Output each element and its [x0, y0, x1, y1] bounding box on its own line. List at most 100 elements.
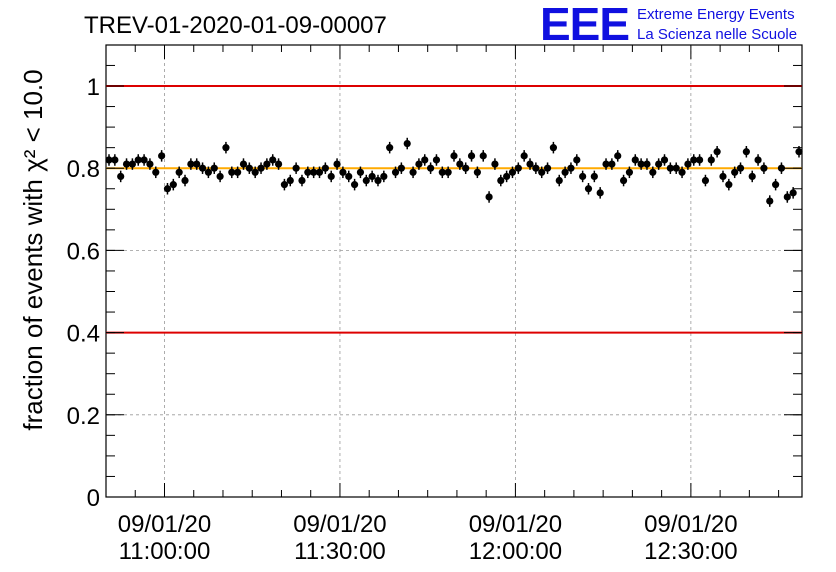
data-point: [333, 160, 341, 168]
data-point: [304, 168, 312, 176]
x-tick-label-time: 11:30:00: [294, 538, 386, 565]
x-tick-label-time: 12:30:00: [644, 538, 737, 565]
data-point: [731, 168, 739, 176]
data-point: [777, 164, 786, 172]
chart-title: TREV-01-2020-01-09-00007: [84, 12, 387, 39]
x-tick-label-time: 12:00:00: [469, 538, 562, 565]
y-tick-label: 0.8: [67, 156, 100, 183]
y-tick-label: 0.6: [67, 238, 100, 265]
data-point: [438, 168, 446, 176]
data-point: [573, 156, 581, 164]
data-point: [403, 139, 411, 148]
data-point: [204, 168, 213, 176]
y-axis-title: fraction of events with χ² < 10.0: [18, 69, 48, 430]
data-point: [140, 156, 148, 164]
reference-lines: [106, 85, 802, 334]
data-point: [766, 197, 774, 205]
data-point: [543, 164, 552, 172]
data-point: [345, 172, 353, 181]
data-point: [602, 160, 610, 168]
data-point: [356, 168, 365, 176]
data-point: [625, 168, 634, 176]
y-tick-label: 1: [87, 74, 100, 101]
data-point: [187, 160, 195, 168]
data-point: [368, 172, 376, 181]
data-point: [614, 152, 622, 160]
data-point: [251, 168, 259, 176]
data-point: [210, 164, 218, 172]
data-point: [409, 168, 417, 176]
data-point: [111, 156, 119, 164]
data-point: [549, 144, 558, 152]
x-axis: 09/01/2011:00:0009/01/2011:30:0009/01/20…: [105, 45, 780, 565]
data-point: [754, 156, 762, 164]
data-point: [725, 181, 733, 189]
y-tick-label: 0: [87, 485, 100, 512]
y-tick-label: 0.2: [67, 403, 100, 430]
data-point: [590, 172, 598, 181]
data-point: [362, 176, 370, 185]
x-tick-label-date: 09/01/20: [469, 511, 562, 538]
data-point: [584, 185, 593, 193]
data-point: [146, 160, 154, 168]
data-point: [485, 193, 493, 201]
data-point: [432, 156, 441, 164]
data-point: [198, 164, 207, 172]
data-point: [701, 176, 710, 185]
data-point: [596, 189, 604, 197]
data-point: [152, 168, 160, 176]
data-point: [321, 164, 329, 172]
data-point: [538, 168, 546, 176]
data-point: [643, 160, 651, 168]
data-point: [298, 176, 306, 185]
data-point: [128, 160, 136, 168]
data-point: [719, 172, 727, 181]
data-point: [783, 193, 791, 201]
logo-line-1: Extreme Energy Events: [637, 6, 795, 23]
data-point: [684, 160, 692, 168]
data-point: [415, 160, 423, 168]
data-point: [707, 156, 715, 164]
data-point: [280, 181, 289, 189]
data-point: [695, 156, 704, 164]
data-point: [380, 172, 388, 181]
data-point: [479, 152, 487, 160]
data-point: [274, 160, 283, 168]
data-point: [391, 168, 400, 176]
data-point: [450, 152, 458, 160]
data-point: [666, 164, 674, 172]
eee-logo: EEE Extreme Energy Events La Scienza nel…: [540, 0, 797, 50]
data-point: [520, 152, 528, 160]
data-point: [608, 160, 616, 168]
data-point: [228, 168, 236, 176]
data-point: [555, 176, 563, 185]
data-point: [690, 156, 698, 164]
data-point: [292, 164, 300, 172]
data-point: [526, 160, 534, 168]
x-tick-label-time: 11:00:00: [119, 538, 211, 565]
data-point: [456, 160, 464, 168]
data-point: [473, 168, 481, 176]
data-point: [713, 148, 721, 156]
data-point: [397, 164, 405, 172]
data-point: [532, 164, 540, 172]
data-point: [181, 176, 189, 185]
data-point: [742, 148, 750, 156]
y-tick-label: 0.4: [67, 321, 100, 348]
plot-frame: [105, 44, 803, 498]
data-point: [508, 168, 517, 176]
data-point: [736, 164, 745, 172]
x-tick-label-date: 09/01/20: [118, 511, 211, 538]
data-point: [672, 164, 680, 172]
data-point: [327, 172, 335, 181]
data-point: [462, 164, 470, 172]
data-point: [514, 164, 522, 172]
data-point: [158, 152, 166, 160]
data-point: [567, 164, 575, 172]
data-point: [649, 168, 657, 176]
data-point: [263, 160, 271, 168]
data-point: [503, 172, 511, 181]
data-point: [122, 160, 131, 168]
data-point: [772, 181, 780, 189]
